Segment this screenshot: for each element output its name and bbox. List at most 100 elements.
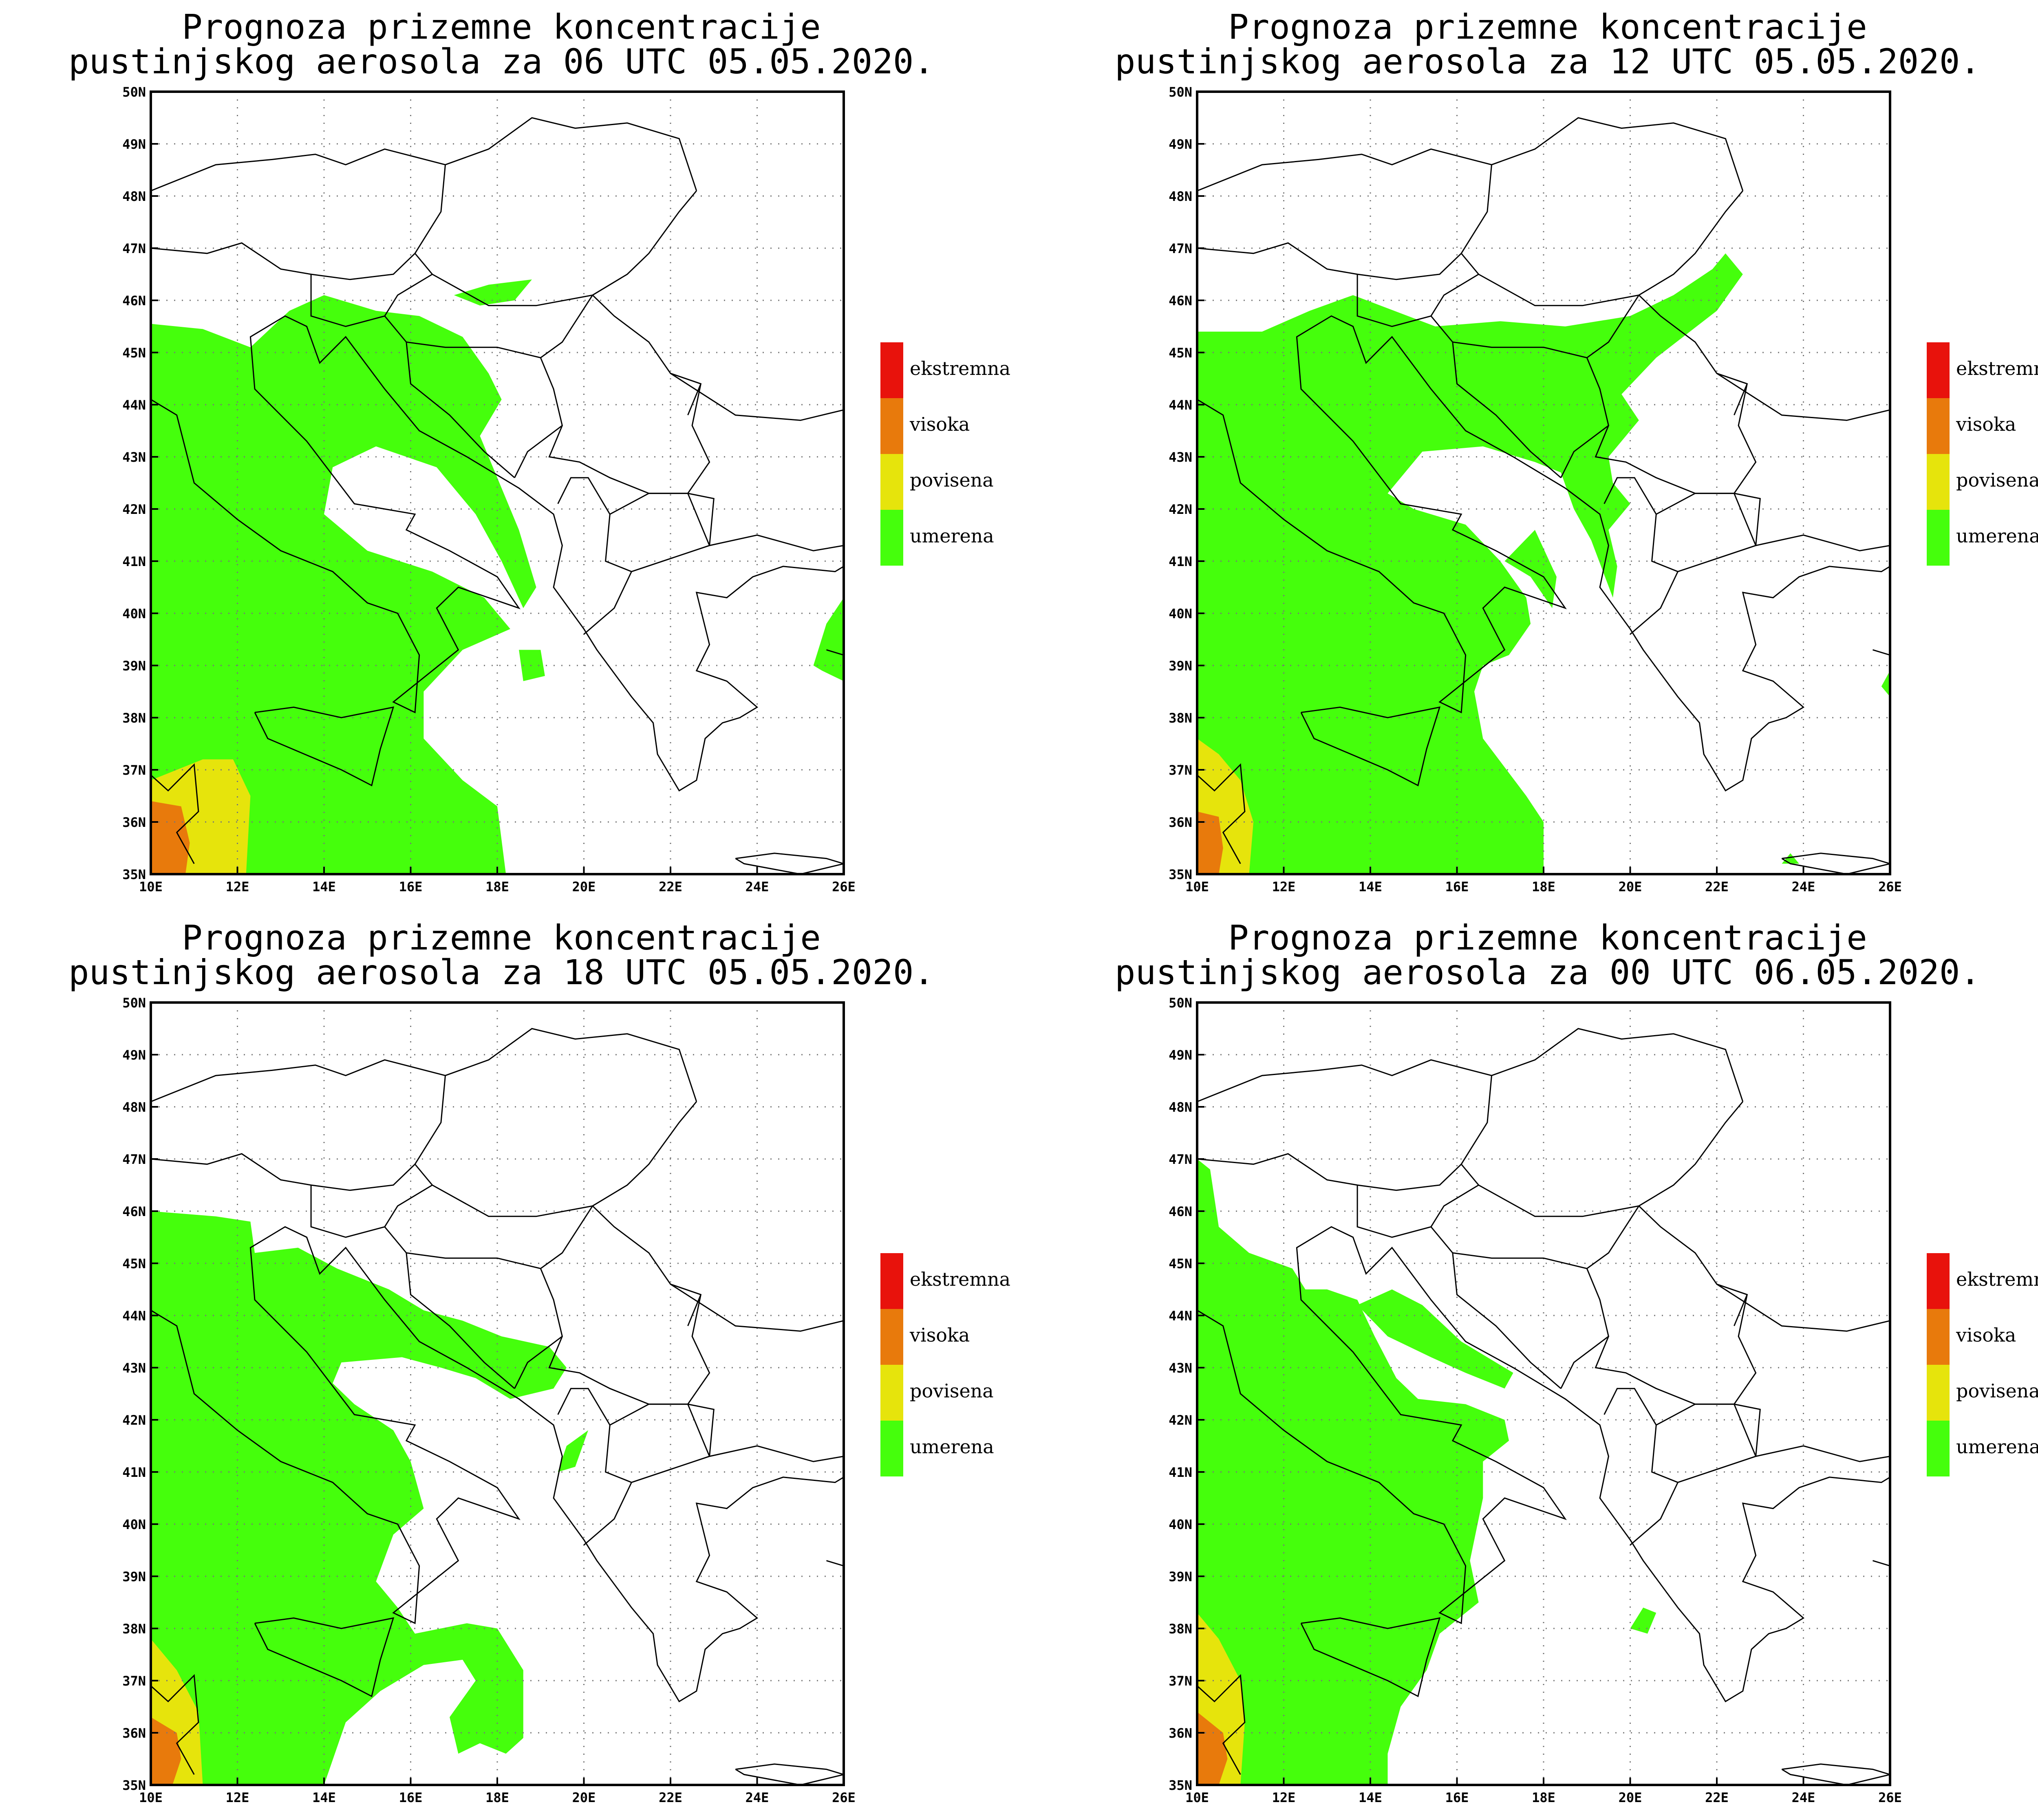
x-tick-label: 14E <box>1359 879 1382 895</box>
y-tick-label: 44N <box>1169 397 1192 413</box>
y-tick-label: 45N <box>1169 1256 1192 1271</box>
dust-concentration-field <box>151 279 844 874</box>
border-line <box>151 763 199 864</box>
legend-label-povisena: povisena <box>1956 469 2038 491</box>
dust-area <box>151 1717 181 1785</box>
x-tick-label: 20E <box>572 879 596 895</box>
border-line <box>687 383 701 416</box>
border-line <box>1586 295 1640 359</box>
legend-label-visoka: visoka <box>909 413 970 435</box>
y-tick-label: 36N <box>122 1725 146 1741</box>
legend-swatch-ekstremna <box>880 1253 903 1309</box>
y-tick-label: 41N <box>122 1465 146 1480</box>
map-area: 10E 12E 14E 16E 18E 20E 22E 24E 26E 35N 36N 37N 38N… <box>122 995 856 1805</box>
y-tick-label: 48N <box>122 189 146 204</box>
y-tick-label: 38N <box>1169 1621 1192 1637</box>
y-tick-label: 40N <box>1169 1517 1192 1532</box>
y-tick-label: 43N <box>1169 449 1192 465</box>
country-borders <box>151 117 844 874</box>
y-tick-label: 50N <box>1169 995 1192 1011</box>
x-tick-label: 22E <box>1705 879 1729 895</box>
border-line <box>1781 1763 1890 1785</box>
border-line <box>1656 493 1757 573</box>
border-line <box>151 1153 416 1191</box>
legend-swatch-visoka <box>1927 398 1950 454</box>
y-tick-label: 49N <box>122 137 146 152</box>
border-line <box>1734 1294 1748 1326</box>
y-tick-label: 36N <box>1169 1725 1192 1741</box>
legend: ekstremna visoka povisena umerena <box>1927 342 2038 566</box>
dust-area <box>151 295 536 874</box>
border-line <box>1756 1445 1890 1462</box>
border-line <box>310 1184 433 1238</box>
border-line <box>688 493 715 546</box>
border-line <box>709 1445 844 1462</box>
border-line <box>709 534 844 551</box>
legend-label-ekstremna: ekstremna <box>1956 1268 2038 1290</box>
panel-title-line2: pustinjskog aerosola za 18 UTC 05.05.202… <box>68 952 934 992</box>
forecast-panel-3: Prognoza prizemne koncentracije pustinjs… <box>68 918 1010 1805</box>
border-line <box>1603 1388 1679 1546</box>
border-line <box>1595 1205 1757 1405</box>
dust-concentration-field <box>151 1211 589 1785</box>
legend-swatch-povisena <box>1927 454 1950 510</box>
panel-title-line2: pustinjskog aerosola za 06 UTC 05.05.202… <box>68 42 934 82</box>
y-tick-label: 35N <box>1169 867 1192 882</box>
y-tick-label: 39N <box>1169 658 1192 674</box>
legend-swatch-povisena <box>880 454 903 510</box>
y-tick-label: 42N <box>1169 1412 1192 1428</box>
border-line <box>609 493 710 573</box>
border-line <box>1197 1028 1744 1102</box>
border-line <box>1595 295 1757 494</box>
border-line <box>548 1205 710 1405</box>
legend: ekstremna visoka povisena umerena <box>880 1253 1010 1476</box>
border-line <box>1734 383 1748 416</box>
x-tick-label: 16E <box>1445 879 1469 895</box>
border-line <box>414 165 697 306</box>
y-tick-label: 38N <box>122 1621 146 1637</box>
dust-area <box>1357 1289 1513 1389</box>
border-line <box>310 273 433 327</box>
border-line <box>254 706 395 787</box>
border-line <box>609 1404 710 1483</box>
country-borders <box>1197 1028 1890 1785</box>
legend-label-visoka: visoka <box>1956 1324 2016 1346</box>
longitude-axis: 10E 12E 14E 16E 18E 20E 22E 24E 26E <box>1185 867 1902 895</box>
y-tick-label: 47N <box>1169 1152 1192 1167</box>
x-tick-label: 18E <box>1532 879 1555 895</box>
map-area: 10E 12E 14E 16E 18E 20E 22E 24E 26E 35N 36N 37N 38N… <box>1169 84 1902 895</box>
map-area: 10E 12E 14E 16E 18E 20E 22E 24E 26E 35N 36N 37N 38N… <box>1169 995 1902 1805</box>
border-line <box>1452 1253 1562 1389</box>
x-tick-label: 18E <box>485 1790 509 1805</box>
border-line <box>557 1388 633 1546</box>
border-line <box>414 1075 697 1217</box>
border-line <box>254 1617 395 1697</box>
y-tick-label: 47N <box>1169 241 1192 256</box>
y-tick-label: 50N <box>122 84 146 100</box>
border-line <box>1197 315 1890 792</box>
y-tick-label: 37N <box>1169 762 1192 778</box>
legend-label-umerena: umerena <box>1956 1436 2038 1458</box>
y-tick-label: 44N <box>122 397 146 413</box>
x-tick-label: 24E <box>746 1790 769 1805</box>
y-tick-label: 46N <box>122 293 146 308</box>
border-line <box>1460 165 1743 306</box>
legend-label-umerena: umerena <box>1956 525 2038 547</box>
legend-label-ekstremna: ekstremna <box>910 1268 1010 1290</box>
forecast-panel-1: Prognoza prizemne koncentracije pustinjs… <box>68 7 1010 895</box>
x-tick-label: 14E <box>312 879 336 895</box>
y-tick-label: 42N <box>122 1412 146 1428</box>
legend-label-povisena: povisena <box>910 1380 994 1402</box>
x-tick-label: 14E <box>1359 1790 1382 1805</box>
y-tick-label: 36N <box>1169 815 1192 830</box>
forecast-panel-4: Prognoza prizemne koncentracije pustinjs… <box>1115 918 2038 1805</box>
y-tick-label: 49N <box>1169 137 1192 152</box>
y-tick-label: 41N <box>1169 1465 1192 1480</box>
dust-concentration-field <box>1197 1159 1656 1785</box>
border-line <box>1197 1153 1462 1191</box>
x-tick-label: 18E <box>1532 1790 1555 1805</box>
y-tick-label: 50N <box>1169 84 1192 100</box>
border-line <box>826 649 844 656</box>
y-tick-label: 41N <box>1169 554 1192 569</box>
y-tick-label: 46N <box>1169 1204 1192 1219</box>
